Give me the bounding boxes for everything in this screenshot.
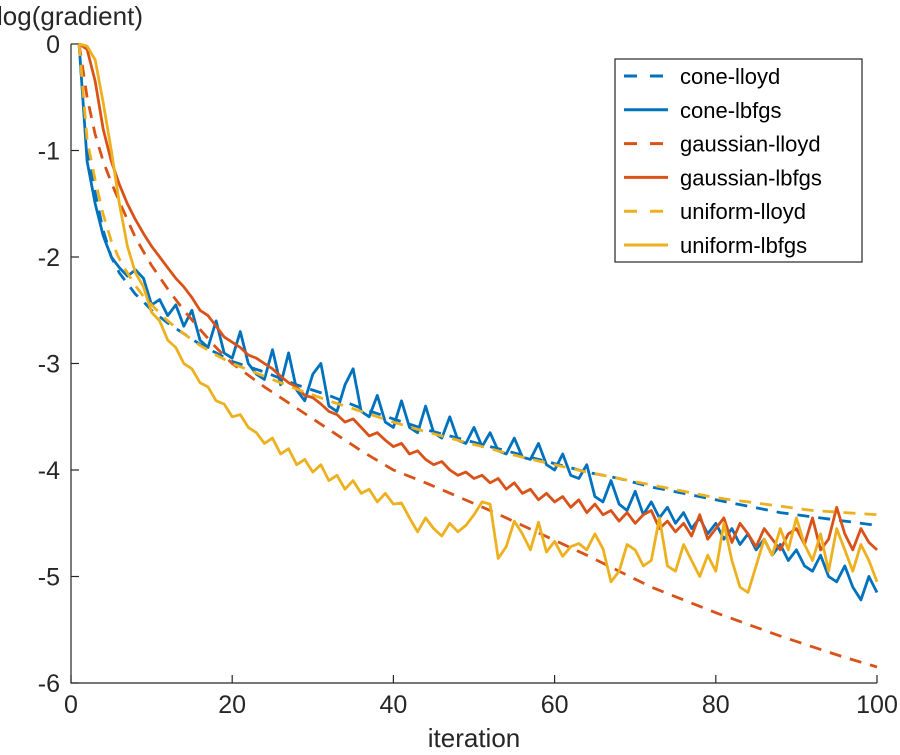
y-tick-label: -2: [38, 244, 60, 272]
legend-label-cone-lloyd: cone-lloyd: [680, 64, 780, 89]
x-tick-label: 0: [64, 691, 78, 719]
x-tick-label: 60: [541, 691, 569, 719]
series-gaussian-lloyd: [77, 43, 878, 669]
y-tick-label: -1: [38, 138, 60, 166]
x-axis-title: iteration: [428, 723, 521, 753]
y-tick-label: -5: [38, 564, 60, 592]
x-tick-label: 40: [379, 691, 407, 719]
series: [77, 42, 879, 669]
legend: cone-lloyd cone-lbfgs gaussian-lloyd gaussi…: [614, 58, 863, 263]
legend-label-gaussian-lbfgs: gaussian-lbfgs: [680, 165, 822, 190]
y-tick-label: -3: [38, 351, 60, 379]
x-tick-label: 80: [702, 691, 730, 719]
legend-label-gaussian-lloyd: gaussian-lloyd: [680, 132, 821, 157]
x-tick-label: 20: [218, 691, 246, 719]
axes: 0 20 40 60 80 100 0 -1 -2 -3 -4 -5 -6: [38, 31, 898, 719]
series-cone-lloyd: [77, 43, 878, 527]
legend-box: [614, 58, 863, 263]
y-axis-title: log(gradient): [0, 1, 143, 31]
y-tick-label: -4: [38, 457, 60, 485]
y-tick-label: 0: [46, 31, 60, 59]
legend-label-uniform-lbfgs: uniform-lbfgs: [680, 233, 807, 258]
series-uniform-lbfgs: [78, 42, 879, 594]
legend-label-uniform-lloyd: uniform-lloyd: [680, 199, 806, 224]
x-tick-label: 100: [856, 691, 898, 719]
series-cone-lbfgs: [77, 43, 879, 602]
y-tick-label: -6: [38, 670, 60, 698]
series-gaussian-lbfgs: [78, 42, 878, 552]
legend-label-cone-lbfgs: cone-lbfgs: [680, 98, 782, 123]
